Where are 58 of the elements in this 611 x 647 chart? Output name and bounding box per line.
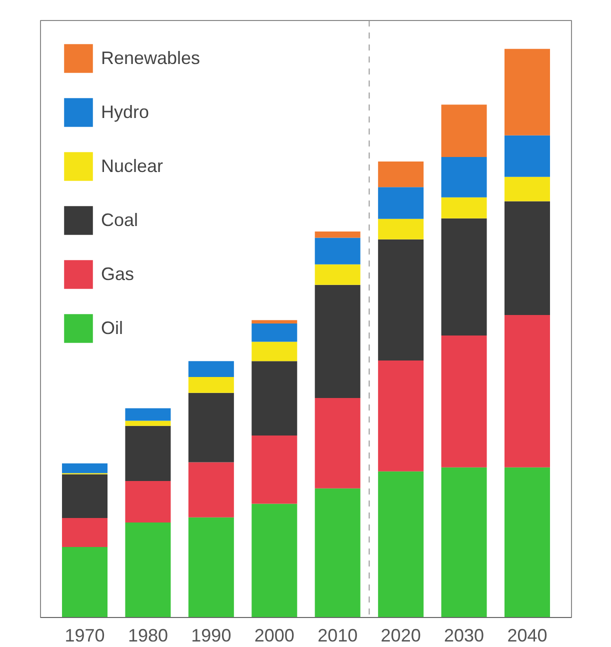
x-tick-label: 2020 <box>380 626 421 646</box>
bar <box>125 420 171 426</box>
bar <box>504 135 550 177</box>
bar <box>314 398 360 488</box>
bar <box>125 522 171 618</box>
bar <box>252 361 298 436</box>
bar <box>252 324 298 342</box>
bar <box>188 376 234 393</box>
bar <box>504 201 550 316</box>
legend-label: Renewables <box>101 48 200 68</box>
bar <box>504 48 550 136</box>
bar <box>441 467 487 618</box>
bar <box>62 518 108 547</box>
bar <box>504 467 550 618</box>
bar <box>314 238 360 264</box>
bar <box>504 315 550 468</box>
bar <box>441 156 487 198</box>
bar <box>62 463 108 474</box>
bar <box>252 436 298 504</box>
bar <box>441 197 487 218</box>
x-tick-label: 2000 <box>254 626 294 646</box>
bar <box>378 162 424 188</box>
bar <box>125 426 171 482</box>
bar <box>314 284 360 398</box>
x-tick-label: 1970 <box>64 626 105 646</box>
bar <box>378 218 424 240</box>
bar <box>314 231 360 238</box>
bar <box>378 187 424 219</box>
bar <box>188 392 234 462</box>
bar <box>188 462 234 518</box>
x-tick-label: 1980 <box>128 626 168 646</box>
bar <box>378 360 424 472</box>
x-tick-label: 2030 <box>444 626 484 646</box>
x-tick-label: 2040 <box>507 626 548 646</box>
bar <box>314 488 360 618</box>
bar <box>252 320 298 324</box>
bar <box>314 264 360 285</box>
bar <box>252 504 298 618</box>
bar <box>441 104 487 157</box>
bar <box>504 176 550 202</box>
bar <box>188 517 234 618</box>
legend-label: Coal <box>101 210 138 230</box>
bar <box>188 361 234 377</box>
bar <box>125 408 171 421</box>
bar <box>62 546 108 618</box>
bar <box>62 474 108 518</box>
bar <box>125 481 171 523</box>
bar <box>378 471 424 618</box>
x-tick-label: 2010 <box>318 626 358 646</box>
legend-label: Oil <box>101 318 123 338</box>
bar <box>441 218 487 336</box>
legend-label: Nuclear <box>101 156 164 176</box>
bar <box>252 342 298 362</box>
bar <box>441 335 487 468</box>
legend-label: Hydro <box>101 102 150 122</box>
legend-label: Gas <box>101 264 134 284</box>
bar <box>378 239 424 361</box>
x-tick-label: 1990 <box>191 626 232 646</box>
